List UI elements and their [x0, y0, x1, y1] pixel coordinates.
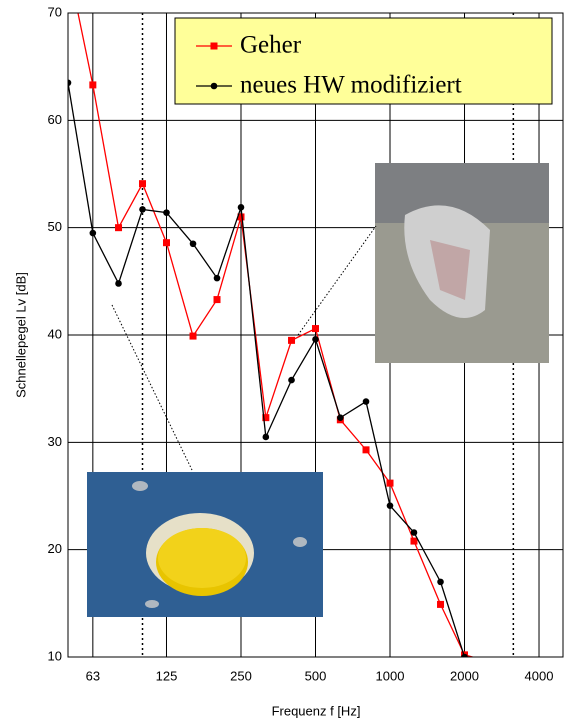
marker — [288, 377, 295, 384]
marker — [411, 529, 418, 536]
page: {"chart_data": {"type": "line", "y_label… — [0, 0, 566, 724]
marker — [214, 275, 221, 282]
marker — [410, 538, 417, 545]
marker — [437, 579, 444, 586]
marker — [363, 446, 370, 453]
x-tick-label: 2000 — [450, 668, 479, 683]
x-tick-label: 125 — [156, 668, 178, 683]
legend-label: Geher — [240, 32, 302, 59]
marker — [89, 81, 96, 88]
legend-marker — [211, 43, 218, 50]
marker — [387, 502, 394, 509]
photo-shoe — [375, 163, 549, 363]
y-tick-label: 60 — [48, 112, 62, 127]
x-tick-label: 4000 — [525, 668, 554, 683]
y-tick-label: 50 — [48, 219, 62, 234]
marker — [337, 414, 344, 421]
marker — [263, 434, 270, 441]
x-tick-label: 250 — [230, 668, 252, 683]
connector — [298, 226, 376, 335]
marker — [238, 204, 245, 211]
x-tick-label: 500 — [305, 668, 327, 683]
legend-label: neues HW modifiziert — [240, 72, 462, 99]
marker — [485, 658, 492, 665]
y-axis-label: Schnellepegel Lv [dB] — [13, 272, 28, 398]
x-tick-label: 63 — [86, 668, 100, 683]
y-tick-label: 30 — [48, 434, 62, 449]
marker — [312, 336, 319, 343]
marker — [139, 206, 146, 213]
marker — [363, 398, 370, 405]
marker — [115, 280, 122, 287]
marker — [437, 601, 444, 608]
marker — [190, 333, 197, 340]
x-axis-label: Frequenz f [Hz] — [272, 703, 361, 718]
x-tick-label: 1000 — [376, 668, 405, 683]
photo-button — [87, 472, 323, 617]
y-tick-label: 70 — [48, 4, 62, 19]
connector — [112, 305, 192, 470]
marker — [214, 296, 221, 303]
marker — [387, 480, 394, 487]
marker — [312, 325, 319, 332]
marker — [139, 180, 146, 187]
marker — [190, 240, 197, 247]
marker — [163, 239, 170, 246]
chart: 10 20 30 40 50 60 70 63 125 250 500 1000 2000 4000 Sc… — [0, 0, 566, 724]
y-tick-label: 20 — [48, 541, 62, 556]
marker — [90, 230, 97, 237]
marker — [115, 224, 122, 231]
marker — [163, 209, 170, 216]
y-tick-label: 40 — [48, 326, 62, 341]
y-tick-label: 10 — [48, 648, 62, 663]
marker — [288, 337, 295, 344]
legend-marker — [211, 83, 218, 90]
